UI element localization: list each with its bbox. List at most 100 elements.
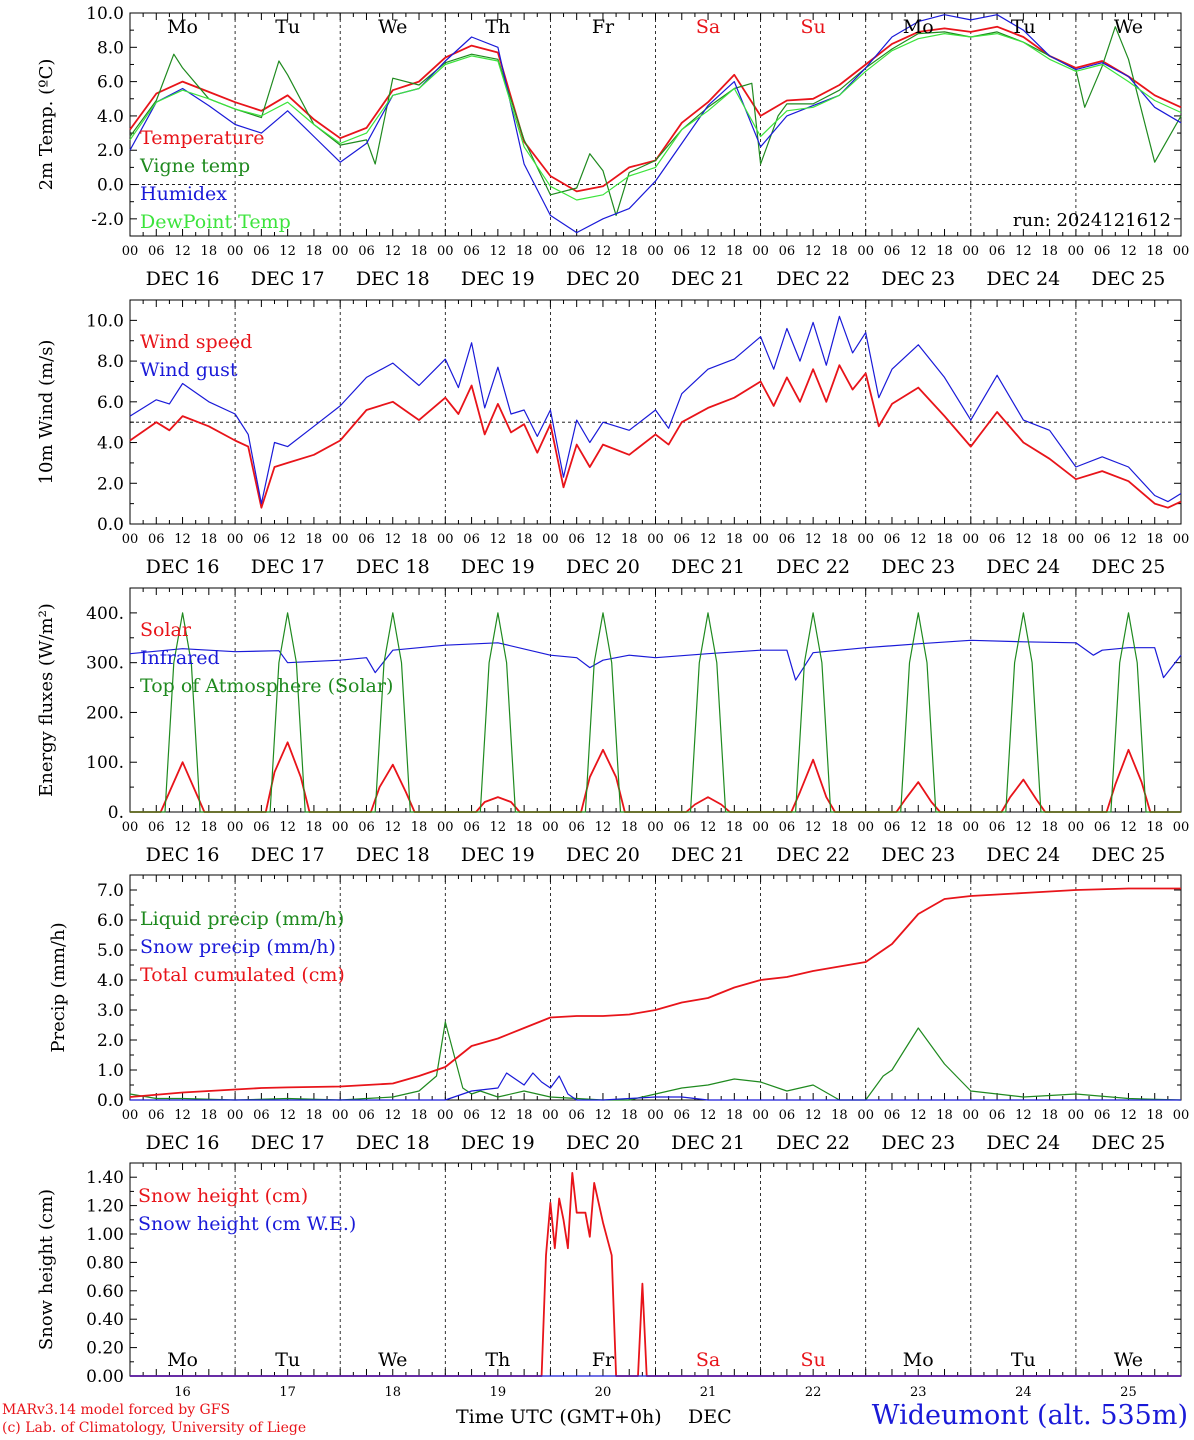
hour-tick-label: 06 [779,244,796,259]
y-axis-label: Precip (mm/h) [48,922,69,1052]
day-number-label: 19 [490,1385,507,1400]
hour-tick-label: 00 [1173,1108,1190,1123]
hour-tick-label: 06 [884,532,901,547]
hour-tick-label: 12 [490,1108,507,1123]
hour-tick-label: 12 [490,244,507,259]
hour-tick-label: 06 [148,820,165,835]
weekday-label: Su [801,1349,826,1371]
day-number-label: 20 [595,1385,612,1400]
date-label: DEC 16 [146,844,220,866]
hour-tick-label: 18 [726,244,743,259]
hour-tick-label: 00 [122,244,139,259]
series-line-green [129,1021,1182,1101]
hour-tick-label: 06 [253,532,270,547]
weekday-label: We [1114,1349,1143,1371]
y-tick-label: 300. [86,654,124,674]
hour-tick-label: 00 [332,820,349,835]
y-tick-label: 1.20 [86,1197,124,1217]
credit-line-1: MARv3.14 model forced by GFS [2,1402,231,1418]
hour-tick-label: 00 [437,1108,454,1123]
hour-tick-label: 00 [1068,532,1085,547]
date-label: DEC 22 [776,268,850,290]
legend-entry: Top of Atmosphere (Solar) [140,675,393,697]
date-label: DEC 17 [251,556,325,578]
date-label: DEC 20 [566,556,640,578]
date-label: DEC 18 [356,844,430,866]
hour-tick-label: 12 [490,820,507,835]
hour-tick-label: 12 [595,1108,612,1123]
hour-tick-label: 12 [595,820,612,835]
date-label: DEC 16 [146,268,220,290]
hour-tick-label: 18 [1146,820,1163,835]
legend-entry: Liquid precip (mm/h) [140,908,344,930]
hour-tick-label: 06 [253,244,270,259]
hour-tick-label: 12 [279,1108,296,1123]
hour-tick-label: 18 [621,1108,638,1123]
hour-tick-label: 06 [358,532,375,547]
hour-tick-label: 12 [910,820,927,835]
panel-1: -2.0 0.0 2.0 4.0 6.0 8.0 10.0 2m Temp. (ºC) Temp… [36,4,1189,290]
hour-tick-label: 00 [1173,820,1190,835]
hour-tick-label: 18 [306,1108,323,1123]
hour-tick-label: 00 [963,532,980,547]
weekday-label: Mo [167,1349,198,1371]
weekday-label: Th [485,16,510,38]
hour-tick-label: 12 [174,244,191,259]
hour-tick-label: 18 [201,820,218,835]
date-label: DEC 16 [146,1132,220,1154]
date-label: DEC 23 [881,844,955,866]
hour-tick-label: 18 [831,244,848,259]
legend-entry: Humidex [140,183,227,205]
series-line-blue [129,14,1182,234]
date-label: DEC 22 [776,556,850,578]
hour-tick-label: 18 [516,244,533,259]
hour-tick-label: 06 [1094,244,1111,259]
weekday-label: Su [801,16,826,38]
hour-tick-label: 06 [358,1108,375,1123]
hour-tick-label: 12 [490,532,507,547]
y-tick-label: 8.0 [97,38,124,58]
hour-tick-label: 00 [857,820,874,835]
hour-tick-label: 12 [1015,1108,1032,1123]
legend-entry: Wind speed [140,331,252,353]
date-label: DEC 25 [1092,268,1166,290]
day-number-label: 25 [1120,1385,1137,1400]
hour-tick-label: 12 [174,532,191,547]
hour-tick-label: 00 [437,532,454,547]
y-tick-label: 400. [86,604,124,624]
date-label: DEC 17 [251,1132,325,1154]
y-tick-label: 1.40 [86,1168,124,1188]
hour-tick-label: 00 [227,532,244,547]
series-line-red [129,887,1181,1098]
weekday-label: We [1114,16,1143,38]
hour-tick-label: 12 [1120,820,1137,835]
hour-tick-label: 12 [805,820,822,835]
hour-tick-label: 12 [174,820,191,835]
hour-tick-label: 06 [253,1108,270,1123]
hour-tick-label: 12 [1015,244,1032,259]
hour-tick-label: 18 [936,244,953,259]
hour-tick-label: 12 [910,244,927,259]
hour-tick-label: 18 [306,820,323,835]
y-tick-label: 1.00 [86,1225,124,1245]
hour-tick-label: 06 [674,244,691,259]
panel-frame [129,12,1182,237]
panel-5: 0.00 0.20 0.40 0.60 0.80 1.00 1.20 1.40 Snow hei… [36,1162,1182,1400]
legend-entry: Temperature [140,127,264,149]
weekday-label: Mo [903,1349,934,1371]
hour-tick-label: 18 [1146,532,1163,547]
date-label: DEC 21 [671,1132,745,1154]
y-tick-label: 200. [86,703,124,723]
station-name: Wideumont (alt. 535m) [871,1400,1188,1431]
hour-tick-label: 06 [674,1108,691,1123]
hour-tick-label: 06 [1094,532,1111,547]
hour-tick-label: 06 [568,1108,585,1123]
date-label: DEC 18 [356,268,430,290]
hour-tick-label: 00 [332,244,349,259]
hour-tick-label: 18 [411,1108,428,1123]
hour-tick-label: 06 [884,244,901,259]
date-label: DEC 20 [566,1132,640,1154]
date-label: DEC 23 [881,268,955,290]
date-label: DEC 24 [986,844,1060,866]
hour-tick-label: 00 [647,532,664,547]
